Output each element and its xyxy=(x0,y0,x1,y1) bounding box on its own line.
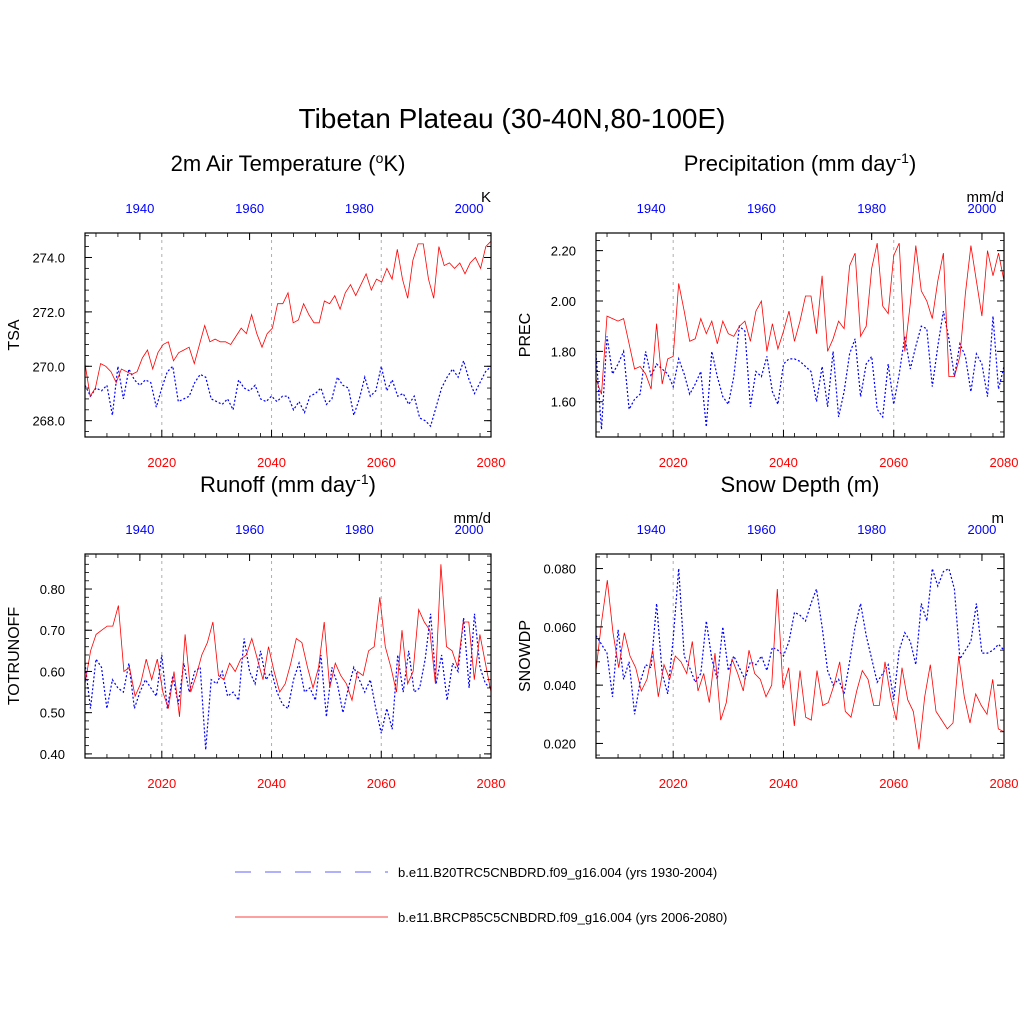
x-tick-label-bottom: 2060 xyxy=(879,776,908,791)
x-tick-label-bottom: 2020 xyxy=(659,455,688,470)
units-label: mm/d xyxy=(454,510,492,527)
x-tick-label-bottom: 2060 xyxy=(367,776,396,791)
x-tick-label-top: 2000 xyxy=(455,522,484,537)
x-tick-label-bottom: 2040 xyxy=(257,776,286,791)
y-tick-label: 0.70 xyxy=(40,623,65,638)
series-line-dashed xyxy=(84,358,492,428)
panel-title: Snow Depth (m) xyxy=(721,472,880,497)
plot-frame xyxy=(595,553,1005,759)
series-line-dashed xyxy=(84,613,492,750)
x-tick-label-bottom: 2020 xyxy=(147,776,176,791)
x-tick-label-bottom: 2080 xyxy=(477,776,506,791)
panel-snowdp: 0.020 0.040 0.060 0.080 2020 2040 2060 2080 1940… xyxy=(517,472,1018,791)
x-tick-label-top: 1940 xyxy=(125,201,154,216)
x-tick-label-top: 1960 xyxy=(235,522,264,537)
x-tick-label-top: 2000 xyxy=(455,201,484,216)
y-tick-label: 1.80 xyxy=(551,344,576,359)
legend-label: b.e11.B20TRC5CNBDRD.f09_g16.004 (yrs 193… xyxy=(398,865,717,880)
x-tick-label-bottom: 2080 xyxy=(990,776,1019,791)
panel-title: 2m Air Temperature (oK) xyxy=(171,150,406,176)
series-line-solid xyxy=(595,242,1005,395)
y-tick-label: 0.50 xyxy=(40,706,65,721)
plot-frame xyxy=(84,232,492,438)
x-tick-label-bottom: 2080 xyxy=(990,455,1019,470)
x-tick-label-bottom: 2040 xyxy=(769,455,798,470)
panel-title: Runoff (mm day-1) xyxy=(200,471,376,497)
y-tick-label: 268.0 xyxy=(32,414,65,429)
series-line-solid xyxy=(84,240,492,398)
x-tick-label-top: 1940 xyxy=(125,522,154,537)
series-line-dashed xyxy=(595,310,1005,430)
plot-frame xyxy=(84,553,492,759)
x-tick-label-top: 1980 xyxy=(345,522,374,537)
figure-title: Tibetan Plateau (30-40N,80-100E) xyxy=(299,103,726,134)
x-tick-label-top: 1980 xyxy=(857,201,886,216)
y-tick-label: 1.60 xyxy=(551,395,576,410)
y-tick-label: 0.40 xyxy=(40,747,65,762)
x-tick-label-top: 1960 xyxy=(235,201,264,216)
series-line-dashed xyxy=(595,567,1005,715)
x-tick-label-bottom: 2060 xyxy=(367,455,396,470)
series-line-solid xyxy=(595,580,1005,750)
x-tick-label-bottom: 2020 xyxy=(147,455,176,470)
y-axis-label: PREC xyxy=(517,313,534,357)
y-tick-label: 0.060 xyxy=(543,620,576,635)
x-tick-label-bottom: 2040 xyxy=(257,455,286,470)
x-tick-label-top: 1940 xyxy=(637,201,666,216)
y-tick-label: 272.0 xyxy=(32,305,65,320)
x-tick-label-top: 1940 xyxy=(637,522,666,537)
y-tick-label: 270.0 xyxy=(32,359,65,374)
panel-tsa: 268.0 270.0 272.0 274.0 2020 2040 2060 2080 1940… xyxy=(6,150,505,470)
y-tick-label: 274.0 xyxy=(32,250,65,265)
x-tick-label-top: 1980 xyxy=(345,201,374,216)
units-label: mm/d xyxy=(967,189,1005,206)
legend: b.e11.B20TRC5CNBDRD.f09_g16.004 (yrs 193… xyxy=(235,865,727,925)
units-label: m xyxy=(992,510,1005,527)
units-label: K xyxy=(481,189,491,206)
x-tick-label-top: 1960 xyxy=(747,522,776,537)
panel-runoff: 0.40 0.50 0.60 0.70 0.80 2020 2040 2060 2080 1940… xyxy=(6,471,505,791)
x-tick-label-bottom: 2080 xyxy=(477,455,506,470)
x-tick-label-bottom: 2060 xyxy=(879,455,908,470)
y-tick-label: 2.20 xyxy=(551,244,576,259)
y-tick-label: 0.60 xyxy=(40,664,65,679)
x-tick-label-top: 2000 xyxy=(967,522,996,537)
series-line-solid xyxy=(84,564,492,717)
legend-label: b.e11.BRCP85C5CNBDRD.f09_g16.004 (yrs 20… xyxy=(398,910,727,925)
y-tick-label: 0.080 xyxy=(543,562,576,577)
panel-prec: 1.60 1.80 2.00 2.20 2020 2040 2060 2080 1940 1960… xyxy=(517,150,1018,470)
y-tick-label: 0.040 xyxy=(543,678,576,693)
y-axis-label: SNOWDP xyxy=(517,620,534,692)
x-tick-label-bottom: 2040 xyxy=(769,776,798,791)
plot-frame xyxy=(595,232,1005,438)
x-tick-label-bottom: 2020 xyxy=(659,776,688,791)
panels: 268.0 270.0 272.0 274.0 2020 2040 2060 2080 1940… xyxy=(6,150,1018,791)
panel-title: Precipitation (mm day-1) xyxy=(684,150,917,176)
x-tick-label-top: 2000 xyxy=(967,201,996,216)
x-tick-label-top: 1980 xyxy=(857,522,886,537)
y-tick-label: 0.80 xyxy=(40,582,65,597)
y-tick-label: 2.00 xyxy=(551,294,576,309)
y-axis-label: TSA xyxy=(6,319,23,350)
y-tick-label: 0.020 xyxy=(543,736,576,751)
x-tick-label-top: 1960 xyxy=(747,201,776,216)
y-axis-label: TOTRUNOFF xyxy=(6,607,23,706)
